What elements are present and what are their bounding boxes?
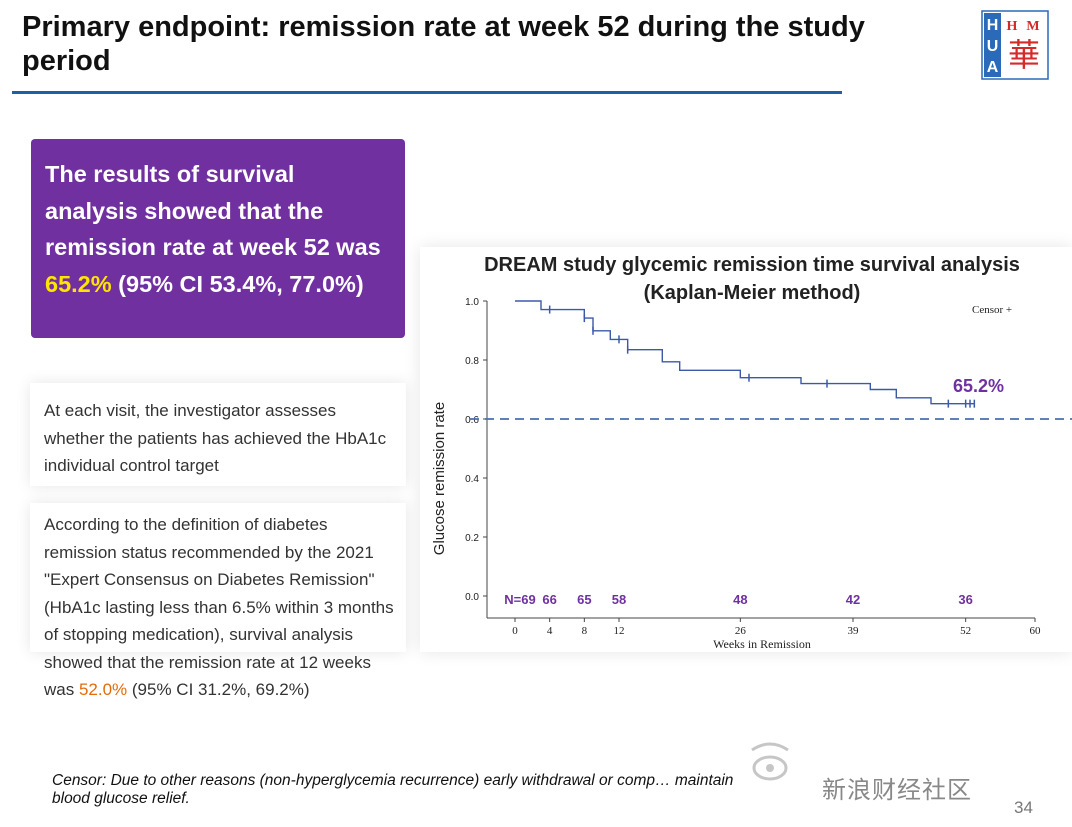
- logo-glyph: 華: [1008, 36, 1040, 74]
- x-tick-label: 26: [735, 625, 747, 637]
- logo-letter-h: H: [987, 17, 999, 34]
- risk-count: 58: [612, 592, 626, 607]
- risk-count: N=69: [504, 592, 535, 607]
- x-tick-label: 4: [547, 625, 553, 637]
- x-tick-label: 0: [512, 625, 518, 637]
- x-tick-label: 8: [582, 625, 588, 637]
- title-divider: [12, 91, 842, 94]
- x-tick-label: 12: [614, 625, 625, 637]
- summary-ci: (95% CI 53.4%, 77.0%): [111, 270, 364, 297]
- x-tick-label: 39: [848, 625, 860, 637]
- y-tick-label: 0.4: [465, 474, 479, 485]
- info-definition-value: 52.0%: [78, 680, 128, 699]
- y-tick-label: 0.8: [465, 356, 479, 367]
- summary-highlight-value: 65.2%: [45, 270, 112, 297]
- x-tick-label: 60: [1030, 625, 1042, 637]
- risk-count: 48: [733, 592, 747, 607]
- summary-box: The results of survival analysis showed …: [31, 139, 405, 338]
- risk-count: 42: [846, 592, 860, 607]
- info-card-definition: According to the definition of diabetes …: [30, 503, 406, 699]
- info-visit-text: At each visit, the investigator assesses…: [44, 401, 387, 475]
- footnote: Censor: Due to other reasons (non-hyperg…: [52, 772, 734, 807]
- chart-panel: [420, 247, 1072, 652]
- summary-text: The results of survival analysis showed …: [45, 161, 381, 260]
- y-tick-label: 1.0: [465, 297, 479, 308]
- chart-title: DREAM study glycemic remission time surv…: [484, 254, 1020, 304]
- logo-letter-u: U: [987, 38, 999, 55]
- chart-legend: Censor +: [972, 304, 1012, 316]
- logo-letter-a: A: [987, 59, 999, 76]
- x-tick-label: 52: [960, 625, 971, 637]
- x-axis-label: Weeks in Remission: [713, 637, 811, 651]
- watermark-text: 新浪财经社区: [822, 777, 972, 804]
- y-tick-label: 0.6: [465, 415, 479, 426]
- risk-count: 65: [577, 592, 591, 607]
- logo-letter-h2: H: [1007, 19, 1018, 34]
- survival-curve: [515, 300, 975, 405]
- watermark-logo: [751, 742, 789, 781]
- y-tick-label: 0.0: [465, 592, 479, 603]
- slide-title: Primary endpoint: remission rate at week…: [22, 11, 865, 77]
- y-tick-label: 0.2: [465, 533, 479, 544]
- risk-count: 66: [542, 592, 556, 607]
- hospital-logo: H U A H M 華: [981, 10, 1049, 80]
- logo-letter-m: M: [1026, 19, 1039, 34]
- y-axis-label: Glucose remission rate: [431, 402, 448, 555]
- info-definition-ci: (95% CI 31.2%, 69.2%): [127, 680, 310, 699]
- risk-count: 36: [958, 592, 972, 607]
- page-number: 34: [1014, 798, 1033, 817]
- remission-annotation: 65.2%: [953, 376, 1004, 396]
- info-definition-text: According to the definition of diabetes …: [44, 515, 394, 699]
- info-card-visit: At each visit, the investigator assesses…: [30, 383, 406, 486]
